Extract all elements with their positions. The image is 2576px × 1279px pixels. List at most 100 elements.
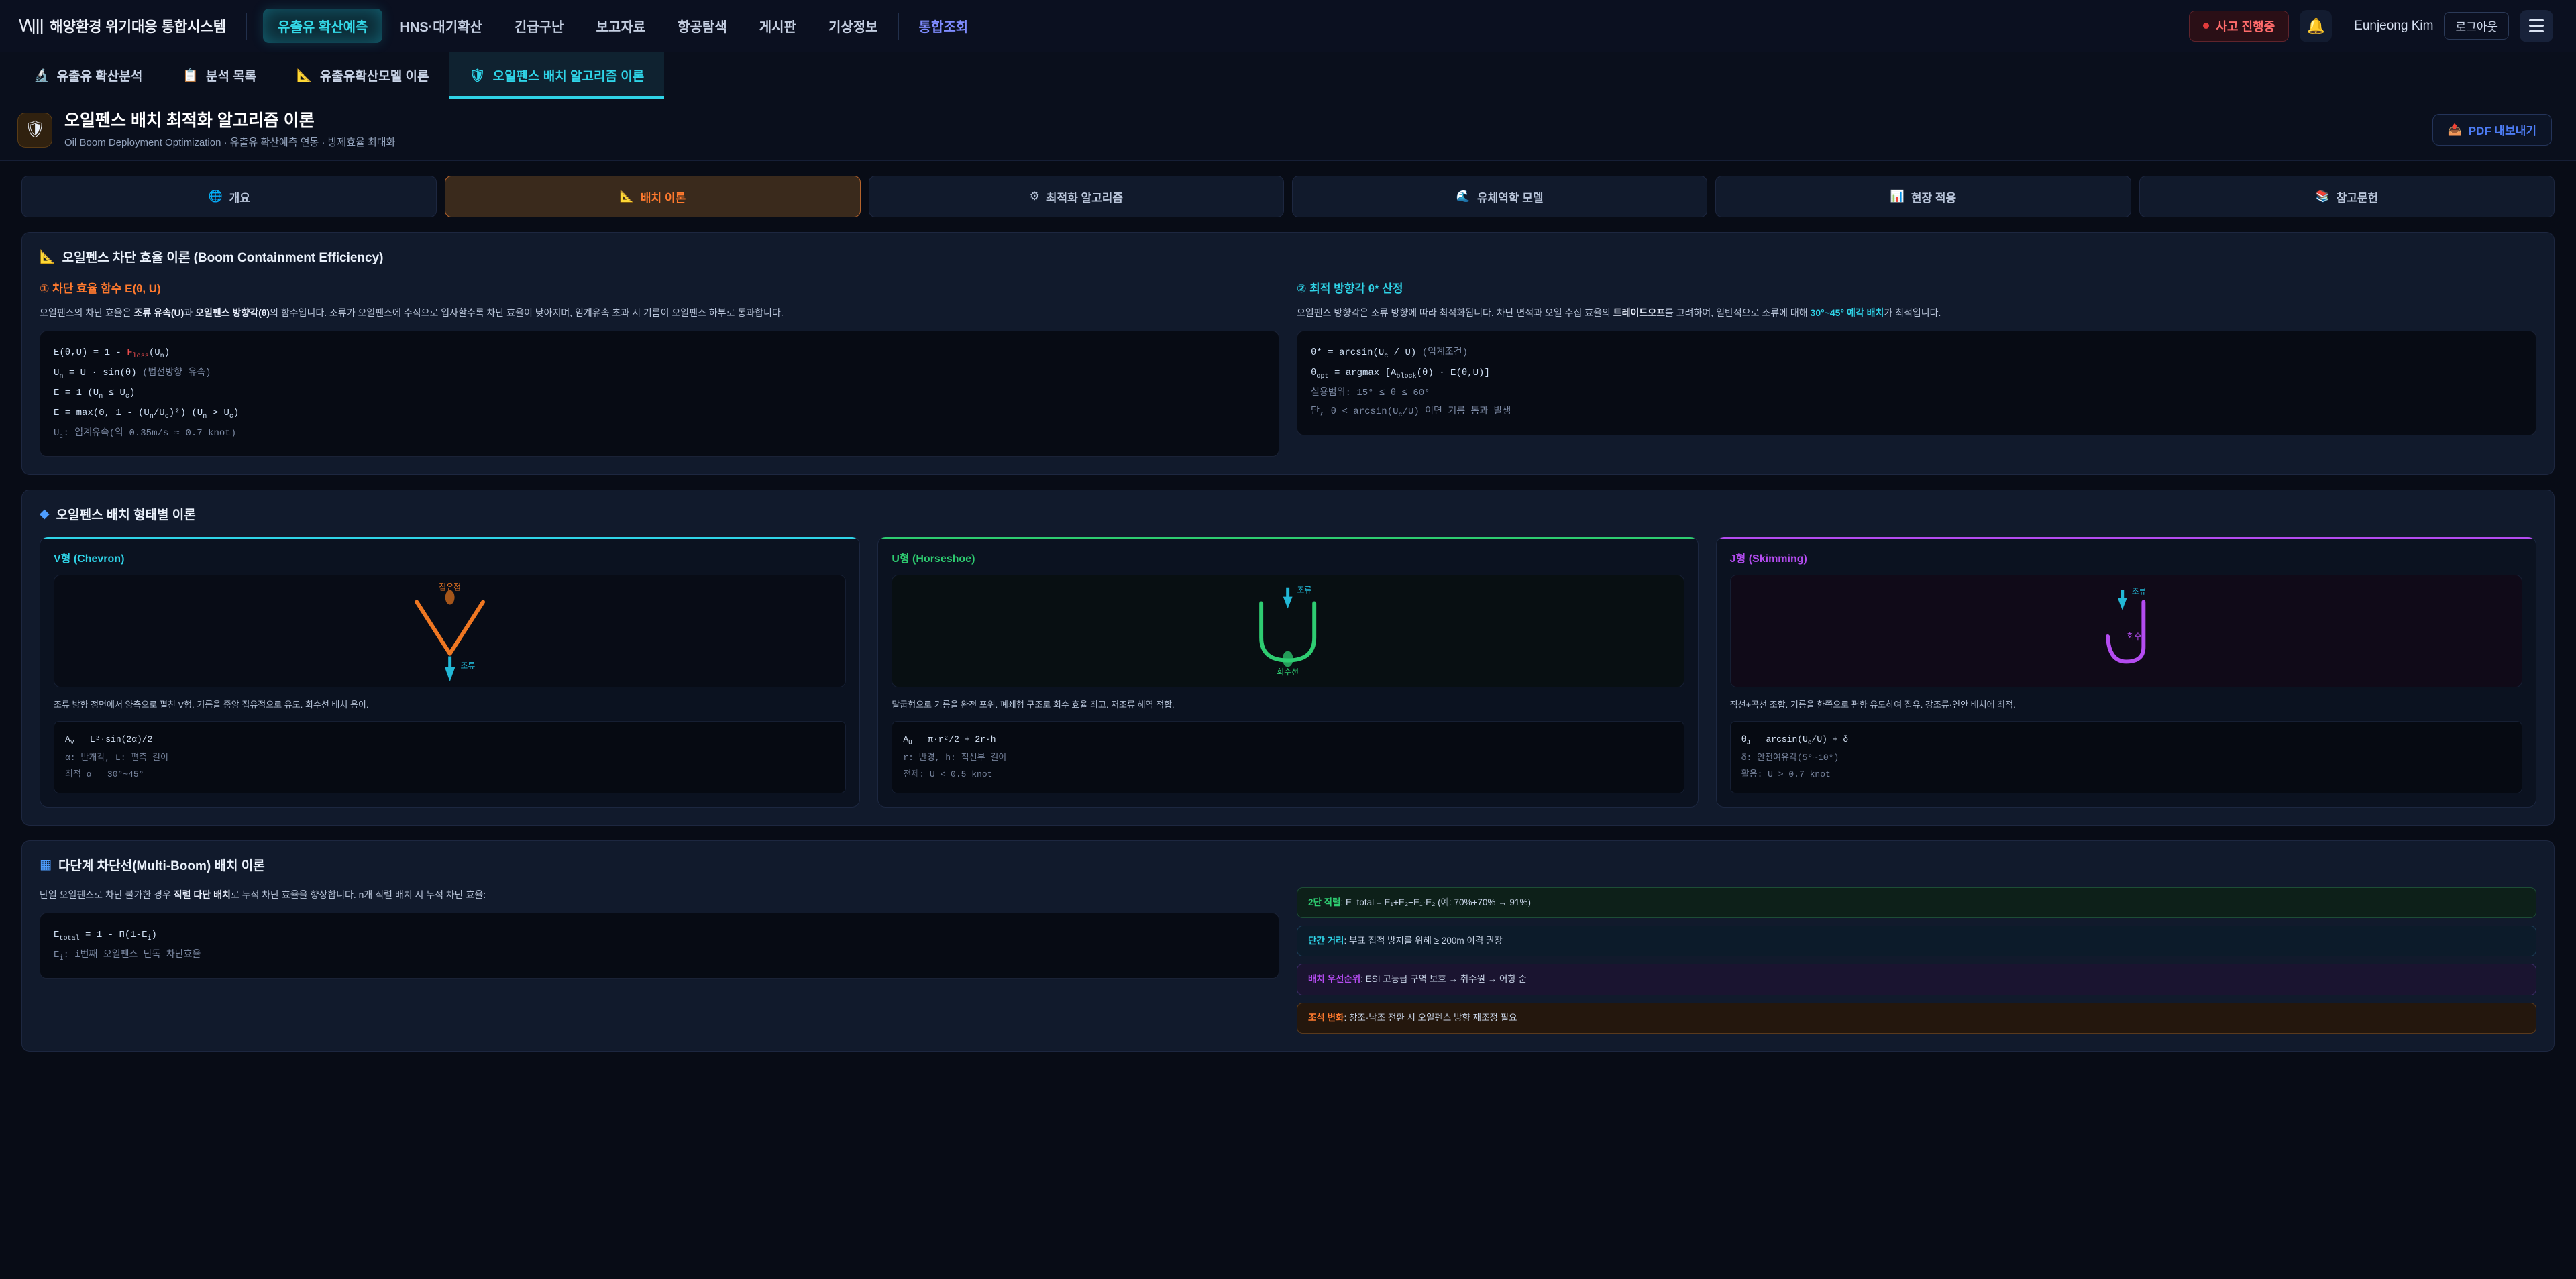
section-tab-field-application[interactable]: 📊 현장 적용 (1715, 176, 2131, 217)
boom-card-v-chevron[interactable]: V형 (Chevron) 집유점 조류 조류 방향 정면에서 양측으로 펼친 V… (40, 537, 861, 808)
formula-line: α: 반개각, L: 편측 길이 (65, 753, 168, 763)
export-pdf-button[interactable]: 📤 PDF 내보내기 (2432, 114, 2552, 146)
note-label: 배치 우선순위 (1308, 974, 1361, 985)
formula-line: E(θ,U) = 1 - Floss(Un) (54, 347, 170, 361)
gear-icon: ⚙ (1029, 190, 1040, 203)
v-boom-line (415, 600, 486, 656)
formula-line: E = 1 (Un ≤ Uc) (54, 388, 136, 401)
section-tab-bar: 🌐 개요 📐 배치 이론 ⚙ 최적화 알고리즘 🌊 유체역학 모델 📊 현장 적… (0, 161, 2576, 217)
microscope-icon: 🔬 (34, 68, 50, 83)
panel-title-text: 오일펜스 차단 효율 이론 (Boom Containment Efficien… (62, 251, 384, 265)
j-current-arrow (2117, 590, 2127, 610)
section-tab-label: 최적화 알고리즘 (1046, 191, 1124, 205)
section-tab-fluid-dynamics-model[interactable]: 🌊 유체역학 모델 (1291, 176, 1708, 217)
page-subtitle: Oil Boom Deployment Optimization · 유출유 확… (64, 137, 396, 149)
nav-item-reports[interactable]: 보고자료 (596, 20, 646, 35)
ruler-icon: 📐 (40, 249, 56, 264)
ruler-icon: 📐 (619, 190, 634, 203)
shield-icon: 🛡 (469, 68, 486, 83)
note-sep: : (1344, 936, 1349, 946)
formula-line: 단, θ < arcsin(Uc/U) 이면 기름 통과 발생 (1311, 406, 1511, 420)
tab-label: 오일펜스 배치 알고리즘 이론 (492, 70, 645, 84)
multi-boom-formula: Etotal = 1 - Π(1-Ei) Ei: i번째 오일펜스 단독 차단효율 (40, 913, 1279, 979)
note-deployment-priority: 배치 우선순위: ESI 고등급 구역 보호 → 취수원 → 어항 순 (1297, 964, 2536, 995)
section-tab-deployment-theory[interactable]: 📐 배치 이론 (445, 176, 861, 217)
nav-right-group: 사고 진행중 🔔 Eunjeong Kim 로그아웃 (2189, 9, 2553, 42)
v-collection-point-marker (445, 590, 455, 605)
containment-efficiency-panel: 📐 오일펜스 차단 효율 이론 (Boom Containment Effici… (21, 232, 2555, 476)
formula-line: θopt = argmax [Ablock(θ) · E(θ,U)] (1311, 368, 1490, 381)
wave-icon: 🌊 (1456, 190, 1470, 203)
formula-line: AU = π·r²/2 + 2r·h (903, 734, 996, 746)
tab-label: 분석 목록 (205, 70, 257, 84)
formula-line: Ei: i번째 오일펜스 단독 차단효율 (54, 950, 201, 962)
top-navigation-bar: \/\||| 해양환경 위기대응 통합시스템 유출유 확산예측 HNS·대기확산… (0, 0, 2576, 52)
books-icon: 📚 (2315, 190, 2330, 203)
section-tab-label: 현장 적용 (1911, 191, 1957, 205)
boom-card-j-skimming[interactable]: J형 (Skimming) 조류 회수 직선+곡선 조합. 기름을 한쪽으로 편… (1715, 537, 2536, 808)
hamburger-menu-icon[interactable] (2520, 9, 2553, 42)
boom-card-description: 직선+곡선 조합. 기름을 한쪽으로 편향 유도하여 집유. 강조류·연안 배치… (1729, 700, 2016, 710)
brand-logo: \/\||| 해양환경 위기대응 통합시스템 (19, 16, 244, 36)
j-current-label: 조류 (2131, 587, 2146, 596)
u-current-label: 조류 (1297, 586, 1312, 595)
note-text: 부표 집적 방지를 위해 ≥ 200m 이격 권장 (1348, 936, 1503, 946)
panel-title-text: 다단계 차단선(Multi-Boom) 배치 이론 (58, 858, 265, 873)
v-shape-diagram: 집유점 조류 (54, 575, 847, 688)
notification-bell-icon[interactable]: 🔔 (2300, 9, 2332, 42)
section-tab-overview[interactable]: 🌐 개요 (21, 176, 437, 217)
nav-item-weather-info[interactable]: 기상정보 (828, 20, 878, 35)
note-label: 조석 변화 (1308, 1012, 1344, 1023)
boom-card-formula: AV = L²·sin(2α)/2 α: 반개각, L: 편측 길이 최적 α = … (54, 721, 847, 793)
panel-heading: 📐 오일펜스 차단 효율 이론 (Boom Containment Effici… (40, 247, 2536, 266)
logout-button[interactable]: 로그아웃 (2444, 12, 2509, 40)
formula-line: AV = L²·sin(2α)/2 (65, 734, 153, 746)
multi-boom-panel: ▦ 다단계 차단선(Multi-Boom) 배치 이론 단일 오일펜스로 차단 … (21, 840, 2555, 1052)
boom-card-description: 조류 방향 정면에서 양측으로 펼친 V형. 기름을 중앙 집유점으로 유도. … (54, 700, 369, 710)
efficiency-function-formula: E(θ,U) = 1 - Floss(Un) Un = U · sin(θ) (법… (40, 331, 1279, 457)
efficiency-function-paragraph: 오일펜스의 차단 효율은 조류 유속(U)과 오일펜스 방향각(θ)의 함수입니… (40, 307, 784, 318)
tab-dispersion-model-theory[interactable]: 📐 유출유확산모델 이론 (276, 52, 449, 99)
nav-item-board[interactable]: 게시판 (759, 20, 796, 35)
efficiency-function-column: ① 차단 효율 함수 E(θ, U) 오일펜스의 차단 효율은 조류 유속(U)… (40, 279, 1279, 457)
triangle-ruler-icon: 📐 (297, 68, 313, 83)
nav-divider-2 (898, 12, 899, 40)
page-title: 오일펜스 배치 최적화 알고리즘 이론 (64, 111, 315, 130)
optimal-angle-formula: θ* = arcsin(Uc / U) (임계조건) θopt = argmax … (1297, 331, 2536, 436)
multi-boom-formula-column: 단일 오일펜스로 차단 불가한 경우 직렬 다단 배치로 누적 차단 효율을 향… (40, 887, 1279, 1034)
boom-card-u-horseshoe[interactable]: U형 (Horseshoe) 조류 회수선 말굽형으로 기름을 완전 포위. 폐… (877, 537, 1699, 808)
optimal-angle-paragraph: 오일펜스 방향각은 조류 방향에 따라 최적화됩니다. 차단 면적과 오일 수집… (1297, 307, 1941, 318)
section-tab-label: 참고문헌 (2336, 191, 2379, 205)
nav-item-oil-spill-prediction[interactable]: 유출유 확산예측 (263, 9, 383, 43)
tab-analysis-list[interactable]: 📋 분석 목록 (162, 52, 276, 99)
note-sep: : (1340, 897, 1346, 907)
section-tab-references[interactable]: 📚 참고문헌 (2139, 176, 2555, 217)
tab-oil-spill-analysis[interactable]: 🔬 유출유 확산분석 (13, 52, 162, 99)
j-recovery-label: 회수 (2127, 632, 2141, 641)
page-header-text: 오일펜스 배치 최적화 알고리즘 이론 Oil Boom Deployment … (64, 111, 395, 149)
incident-status-badge[interactable]: 사고 진행중 (2189, 10, 2290, 42)
boom-card-title: U형 (Horseshoe) (892, 553, 975, 565)
note-text: E_total = E₁+E₂−E₁·E₂ (예: 70%+70% → 91%) (1346, 897, 1531, 907)
panel-heading: ▦ 다단계 차단선(Multi-Boom) 배치 이론 (40, 856, 2536, 874)
u-shape-diagram: 조류 회수선 (892, 575, 1684, 688)
v-current-label: 조류 (460, 661, 475, 670)
nav-item-emergency-rescue[interactable]: 긴급구난 (514, 20, 564, 35)
j-shape-diagram: 조류 회수 (1729, 575, 2522, 688)
boom-shape-panel: ◆ 오일펜스 배치 형태별 이론 V형 (Chevron) 집유점 조 (21, 490, 2555, 826)
nav-item-integrated-search[interactable]: 통합조회 (918, 20, 969, 35)
tab-boom-algorithm-theory[interactable]: 🛡 오일펜스 배치 알고리즘 이론 (449, 52, 665, 99)
globe-icon: 🌐 (208, 190, 223, 203)
note-sep: : (1344, 1012, 1349, 1023)
section-tab-optimization-algorithm[interactable]: ⚙ 최적화 알고리즘 (868, 176, 1284, 217)
nav-item-aerial-search[interactable]: 항공탐색 (678, 20, 727, 35)
note-text: ESI 고등급 구역 보호 → 취수원 → 어항 순 (1365, 974, 1527, 985)
boom-card-title: V형 (Chevron) (54, 553, 125, 565)
panel-title-text: 오일펜스 배치 형태별 이론 (56, 508, 196, 523)
chart-icon: 📊 (1890, 190, 1904, 203)
formula-line: 전제: U < 0.5 knot (903, 769, 993, 780)
u-recovery-vessel-marker (1283, 651, 1293, 667)
u-recovery-vessel-label: 회수선 (1277, 667, 1299, 677)
nav-item-hns-atmospheric[interactable]: HNS·대기확산 (400, 20, 482, 35)
nav-divider (246, 12, 248, 40)
